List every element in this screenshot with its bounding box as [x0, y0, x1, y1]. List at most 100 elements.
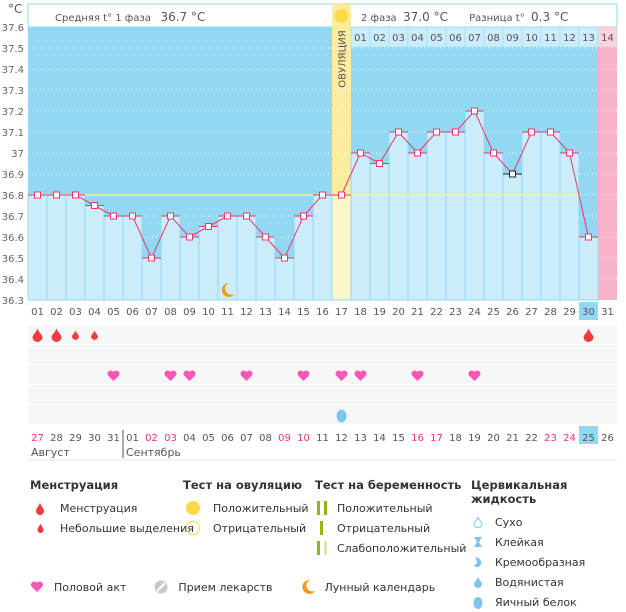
y-tick-label: 36.8: [2, 191, 24, 202]
temperature-bar: [160, 215, 181, 301]
x-tick-label: 21: [411, 307, 424, 318]
calendar-date: 28: [50, 433, 63, 444]
temperature-bar: [445, 131, 466, 301]
phase2-day-label: 06: [449, 33, 462, 44]
legend-menstruation: Менструация Менструация Небольшие выделе…: [30, 478, 194, 538]
temperature-bar: [388, 131, 409, 301]
y-tick-label: 37: [11, 149, 24, 160]
legend-item: Небольшие выделения: [30, 518, 194, 538]
blood-drop-icon: [30, 501, 50, 515]
phase1-average: Средняя t° 1 фаза 36.7 °C: [55, 10, 205, 24]
calendar-date: 04: [183, 433, 196, 444]
phase2-day-label: 03: [392, 33, 405, 44]
temperature-bar: [312, 194, 333, 301]
legend-label: Слабоположительный: [337, 541, 467, 555]
x-tick-label: 03: [69, 307, 82, 318]
legend-pregnancy-test: Тест на беременность Положительный Отриц…: [315, 478, 466, 558]
faint-line-icon: [315, 541, 329, 555]
legend-item: Половой акт: [30, 580, 126, 594]
x-tick-label: 05: [107, 307, 120, 318]
two-lines-icon: [315, 501, 329, 515]
calendar-date: 09: [278, 433, 291, 444]
x-tick-label: 14: [278, 307, 291, 318]
pill-icon: [154, 580, 168, 594]
legend-label: Менструация: [60, 501, 138, 515]
temperature-bar: [407, 152, 428, 301]
temperature-point: [186, 233, 193, 241]
phase1-value: 36.7 °C: [160, 10, 206, 24]
calendar-date: 25: [582, 433, 595, 444]
x-tick-label: 25: [487, 307, 500, 318]
phase2-day-cell: [597, 26, 618, 48]
next-period-column: [598, 27, 617, 300]
legend-label: Кремообразная: [495, 555, 586, 569]
temperature-point: [243, 212, 250, 220]
phase2-day-label: 04: [411, 33, 424, 44]
month-label: Сентябрь: [126, 446, 181, 459]
calendar-date: 27: [31, 433, 44, 444]
temperature-point: [224, 212, 231, 220]
temperature-bar: [103, 215, 124, 301]
calendar-date: 05: [202, 433, 215, 444]
heart-icon: [297, 370, 310, 381]
phase2-day-label: 12: [563, 33, 576, 44]
legend-item: Отрицательный: [315, 518, 466, 538]
legend-item: Водянистая: [471, 572, 626, 592]
current-day-highlight: [579, 302, 598, 320]
small-drop-icon: [30, 523, 50, 533]
calendar-row: [28, 385, 617, 404]
temperature-point: [205, 223, 212, 230]
x-tick-label: 07: [145, 307, 158, 318]
one-line-icon: [315, 521, 329, 535]
legend-bottom: Половой акт Прием лекарств Лунный календ…: [30, 580, 463, 594]
temperature-point: [338, 191, 345, 199]
today-highlight: [579, 426, 598, 444]
temperature-bar: [27, 194, 48, 301]
temperature-point: [72, 191, 79, 199]
temperature-bar: [369, 163, 390, 301]
legend-label: Половой акт: [54, 580, 127, 594]
y-tick-label: 36.5: [2, 254, 24, 265]
x-tick-label: 23: [449, 307, 462, 318]
temperature-bar: [350, 152, 371, 301]
calendar-date: 13: [354, 433, 367, 444]
heart-icon: [354, 370, 367, 381]
x-tick-label: 30: [582, 307, 595, 318]
temperature-point: [471, 107, 478, 115]
x-tick-label: 12: [240, 307, 253, 318]
calendar-date: 03: [164, 433, 177, 444]
x-tick-label: 31: [601, 307, 614, 318]
legend-label: Клейкая: [495, 535, 544, 549]
phase2-day-label: 05: [430, 33, 443, 44]
temperature-bar: [483, 152, 504, 301]
calendar-date: 02: [145, 433, 158, 444]
temperature-bar: [122, 215, 143, 301]
temperature-bar: [179, 236, 200, 301]
legend-title: Менструация: [30, 478, 119, 492]
filled-circle-icon: [183, 500, 203, 516]
sticky-icon: [471, 536, 485, 548]
y-tick-label: 37.2: [2, 107, 24, 118]
x-tick-label: 04: [88, 307, 101, 318]
x-tick-label: 26: [506, 307, 519, 318]
blood-drop-icon: [32, 328, 43, 342]
y-tick-label: 37.4: [2, 65, 24, 76]
y-tick-label: 36.3: [2, 296, 24, 307]
calendar-date: 07: [240, 433, 253, 444]
heart-icon: [335, 370, 348, 381]
legend-item: Лунный календарь: [301, 580, 435, 594]
temperature-bar: [559, 152, 580, 301]
watery-icon: [471, 576, 485, 588]
heart-icon: [164, 370, 177, 381]
y-tick-label: 37.1: [2, 128, 24, 139]
calendar-date: 31: [107, 433, 120, 444]
legend-label: Яичный белок: [495, 595, 577, 609]
temperature-point: [110, 212, 117, 220]
calendar-row: [28, 325, 617, 344]
temperature-point: [262, 233, 269, 241]
legend-item: Кремообразная: [471, 552, 626, 572]
calendar-date: 17: [430, 433, 443, 444]
x-tick-label: 28: [544, 307, 557, 318]
y-tick-label: 36.7: [2, 212, 24, 223]
temperature-point: [148, 254, 155, 262]
